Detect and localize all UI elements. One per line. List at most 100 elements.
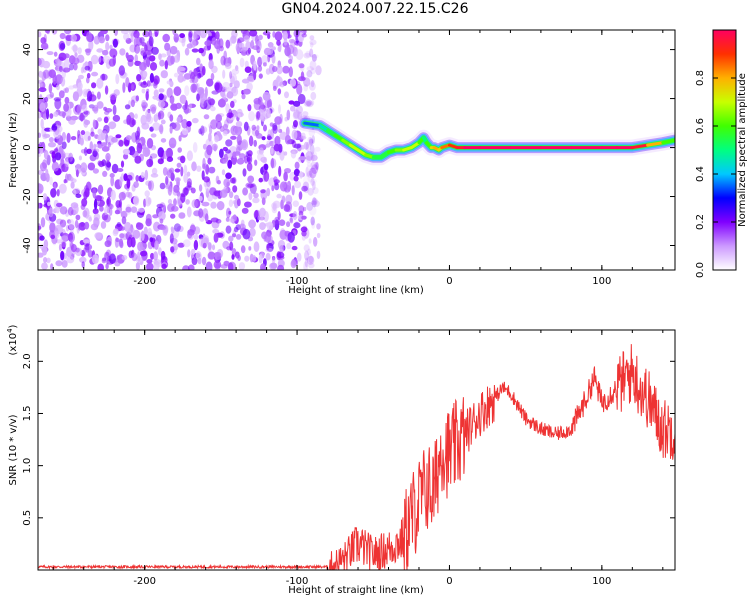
noise-speckle (87, 162, 96, 171)
noise-speckle (116, 255, 120, 261)
noise-speckle (212, 229, 220, 234)
noise-speckle (75, 169, 79, 178)
noise-speckle (120, 210, 128, 219)
noise-speckle (276, 65, 283, 75)
noise-speckle (188, 31, 193, 43)
noise-speckle (96, 48, 104, 53)
noise-speckle (177, 242, 185, 248)
noise-speckle (299, 135, 307, 140)
noise-speckle (108, 121, 117, 130)
noise-speckle (134, 44, 141, 54)
noise-speckle (191, 199, 198, 209)
noise-speckle (169, 95, 175, 104)
noise-speckle (207, 96, 212, 104)
spectrogram-y-axis-label: Frequency (Hz) (8, 112, 19, 188)
noise-speckle (204, 182, 211, 192)
noise-speckle (93, 198, 98, 210)
noise-speckle (140, 171, 145, 179)
noise-speckle (208, 53, 213, 62)
noise-speckle (101, 73, 106, 81)
noise-speckle (219, 148, 224, 159)
noise-speckle (64, 30, 72, 35)
noise-speckle (173, 86, 182, 97)
noise-speckle (228, 235, 234, 242)
noise-speckle (229, 218, 235, 223)
noise-speckle (281, 195, 286, 204)
noise-speckle (140, 50, 147, 56)
noise-speckle (156, 203, 164, 209)
noise-speckle (290, 39, 296, 49)
noise-speckle (245, 182, 254, 189)
noise-speckle (216, 201, 225, 211)
noise-speckle (121, 30, 129, 35)
noise-speckle (248, 246, 252, 251)
noise-speckle (60, 77, 66, 87)
noise-speckle (102, 55, 111, 64)
noise-speckle (170, 103, 178, 111)
noise-speckle (160, 70, 168, 79)
noise-speckle (159, 123, 164, 135)
noise-speckle (158, 125, 164, 133)
noise-speckle (271, 256, 276, 265)
noise-speckle (309, 48, 314, 58)
colorbar-tick-label: 0.2 (695, 214, 706, 230)
noise-speckle (301, 185, 308, 192)
noise-speckle (168, 185, 173, 193)
noise-speckle (183, 187, 189, 196)
noise-speckle (178, 212, 186, 219)
noise-speckle (203, 45, 211, 51)
noise-speckle (48, 137, 54, 143)
noise-speckle (118, 191, 126, 201)
noise-speckle (157, 100, 166, 108)
noise-speckle (111, 136, 118, 143)
noise-speckle (314, 162, 319, 170)
noise-speckle (277, 88, 282, 95)
noise-speckle (162, 33, 170, 43)
x-tick-label: 100 (592, 576, 611, 587)
noise-speckle (292, 100, 301, 107)
noise-speckle (105, 263, 109, 270)
noise-speckle (290, 150, 297, 159)
noise-speckle (245, 49, 251, 56)
noise-speckle (207, 242, 212, 251)
y-tick-label: 0.5 (22, 510, 33, 526)
noise-speckle (39, 102, 46, 112)
noise-speckle (79, 112, 84, 122)
noise-speckle (189, 78, 195, 84)
noise-speckle (190, 83, 198, 93)
noise-speckle (159, 218, 164, 224)
x-tick-label: 0 (446, 576, 452, 587)
noise-speckle (39, 162, 47, 172)
noise-speckle (140, 250, 148, 257)
noise-speckle (308, 255, 314, 264)
noise-speckle (198, 184, 203, 192)
noise-speckle (261, 136, 266, 141)
colorbar-gradient (712, 29, 737, 271)
noise-speckle (274, 116, 282, 125)
noise-speckle (59, 32, 66, 40)
noise-speckle (233, 126, 241, 136)
noise-speckle (242, 187, 249, 196)
noise-speckle (70, 136, 77, 141)
noise-speckle (41, 262, 48, 270)
noise-speckle (253, 192, 259, 199)
noise-speckle (91, 71, 99, 77)
noise-speckle (97, 128, 103, 135)
noise-speckle (46, 30, 51, 35)
noise-speckle (311, 200, 317, 205)
noise-speckle (170, 246, 175, 253)
noise-speckle (43, 257, 48, 263)
noise-speckle (58, 90, 65, 99)
noise-speckle (59, 206, 68, 215)
noise-speckle (248, 111, 256, 122)
noise-speckle (234, 194, 239, 200)
noise-speckle (106, 198, 110, 205)
noise-speckle (61, 260, 68, 268)
noise-speckle (53, 182, 57, 190)
noise-speckle (46, 108, 50, 120)
noise-speckle (155, 262, 162, 268)
noise-speckle (82, 210, 88, 218)
noise-speckle (118, 238, 124, 247)
noise-speckle (131, 119, 137, 126)
noise-speckle (117, 168, 124, 172)
